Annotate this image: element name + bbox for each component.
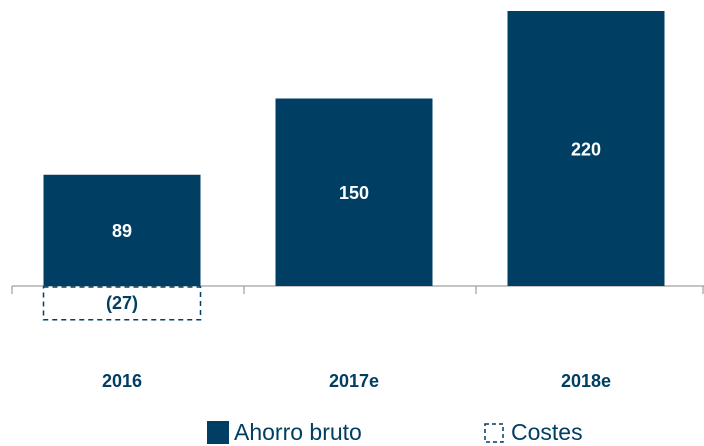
value-label: 89 xyxy=(112,221,132,241)
x-tick-label: 2018e xyxy=(561,371,611,391)
legend-swatch xyxy=(207,421,229,444)
x-tick-label: 2016 xyxy=(102,371,142,391)
legend-swatch xyxy=(484,423,504,443)
value-label: (27) xyxy=(106,293,138,313)
legend-label: Ahorro bruto xyxy=(234,419,362,445)
value-label: 150 xyxy=(339,183,369,203)
x-tick-label: 2017e xyxy=(329,371,379,391)
bar xyxy=(275,98,433,286)
value-label: 220 xyxy=(571,139,601,159)
bar xyxy=(43,174,201,286)
bar xyxy=(507,11,665,286)
bar xyxy=(42,286,202,321)
legend-label: Costes xyxy=(511,419,583,445)
